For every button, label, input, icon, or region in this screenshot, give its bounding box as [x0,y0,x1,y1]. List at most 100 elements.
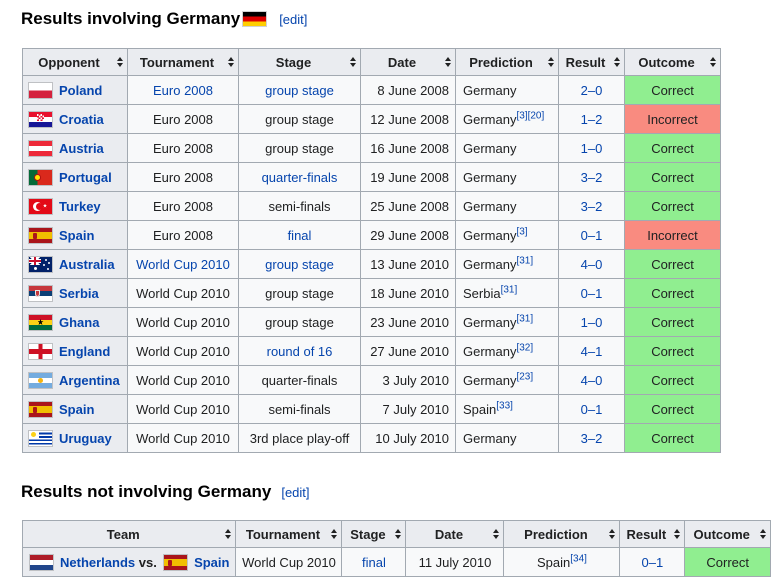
column-header-date[interactable]: Date [405,520,505,548]
footnote-link[interactable]: [3] [516,226,528,238]
result-link[interactable]: 3–2 [580,430,603,446]
result-link[interactable]: 0–1 [580,401,603,417]
opponent-link[interactable]: Ghana [59,314,100,330]
opponent-link[interactable]: Austria [59,140,104,156]
outcome-label: Correct [651,343,694,359]
prediction-cell: Germany[3][20] [455,104,559,134]
opponent-link[interactable]: Serbia [59,285,99,301]
stage-link[interactable]: quarter-finals [261,169,338,185]
footnote-link[interactable]: [31] [516,313,534,325]
footnote-link[interactable]: [33] [496,400,513,412]
column-header-stage[interactable]: Stage [238,48,361,76]
prediction-cell: Spain[33] [455,394,559,424]
edit-link-2[interactable]: [edit] [281,485,310,500]
column-header-outcome[interactable]: Outcome [684,520,772,548]
result-cell: 0–1 [558,220,625,250]
opponent-link[interactable]: Croatia [59,111,104,127]
table-row: Serbia World Cup 2010 group stage 18 June 2… [22,278,721,308]
opponent-link[interactable]: Poland [59,82,103,98]
tournament-text: World Cup 2010 [136,343,230,359]
column-label: Stage [350,526,386,542]
result-link[interactable]: 0–1 [641,554,664,570]
column-header-team[interactable]: Team [21,520,237,548]
footnote-link[interactable]: [32] [516,342,534,354]
column-label: Stage [275,54,312,70]
column-label: Date [387,54,417,70]
table-row: Australia World Cup 2010 group stage 13 Jun… [22,249,721,279]
opponent-cell: Austria [22,133,128,163]
stage-text: group stage [265,314,334,330]
outcome-label: Correct [651,256,694,272]
stage-link[interactable]: final [287,227,312,243]
result-link[interactable]: 2–0 [580,82,603,98]
germany-flag-icon [243,12,267,26]
result-link[interactable]: 0–1 [580,227,603,243]
outcome-cell: Correct [684,547,772,577]
column-header-tournament[interactable]: Tournament [235,520,343,548]
stage-link[interactable]: group stage [265,82,334,98]
date-text: 27 June 2010 [370,343,449,359]
result-link[interactable]: 1–2 [580,111,603,127]
stage-text: semi-finals [268,401,331,417]
column-header-result[interactable]: Result [558,48,625,76]
tournament-cell: World Cup 2010 [127,249,239,279]
column-header-prediction[interactable]: Prediction [503,520,621,548]
opponent-cell: Poland [22,75,128,105]
date-cell: 8 June 2008 [360,75,456,105]
opponent-link[interactable]: Uruguay [59,430,112,446]
outcome-cell: Incorrect [624,220,721,250]
footnote-link[interactable]: [31] [516,255,534,267]
team-link[interactable]: Spain [194,554,230,570]
opponent-link[interactable]: Argentina [59,372,120,388]
column-header-stage[interactable]: Stage [341,520,407,548]
column-header-result[interactable]: Result [619,520,686,548]
stage-link[interactable]: group stage [265,256,334,272]
opponent-link[interactable]: Turkey [59,198,101,214]
opponent-link[interactable]: Australia [59,256,115,272]
result-link[interactable]: 4–0 [580,256,603,272]
footnote-ref: [3] [516,110,527,121]
outcome-label: Correct [706,554,750,570]
footnote-link[interactable]: [20] [527,110,545,122]
result-link[interactable]: 4–1 [580,343,603,359]
sort-icon [117,57,123,67]
table-row: Poland Euro 2008 group stage 8 June 2008 Ger… [22,75,721,105]
opponent-link[interactable]: England [59,343,111,359]
opponent-link[interactable]: Spain [59,227,95,243]
date-text: 13 June 2010 [370,256,449,272]
column-header-opponent[interactable]: Opponent [22,48,128,76]
austria-flag-icon [29,140,52,156]
table-row: Austria Euro 2008 group stage 16 June 2008 G… [22,133,721,163]
result-link[interactable]: 3–2 [580,169,603,185]
result-link[interactable]: 1–0 [580,314,603,330]
footnote-link[interactable]: [34] [570,553,587,565]
column-label: Result [626,526,667,542]
result-cell: 1–2 [558,104,625,134]
stage-link[interactable]: final [362,554,386,570]
stage-link[interactable]: round of 16 [266,343,333,359]
column-header-prediction[interactable]: Prediction [455,48,559,76]
tournament-link[interactable]: World Cup 2010 [136,256,230,272]
tournament-link[interactable]: Euro 2008 [153,82,213,98]
column-header-date[interactable]: Date [360,48,456,76]
footnote-link[interactable]: [31] [500,284,518,296]
opponent-link[interactable]: Portugal [59,169,112,185]
opponent-link[interactable]: Spain [59,401,95,417]
stage-cell: group stage [238,249,361,279]
result-link[interactable]: 0–1 [580,285,603,301]
table-row: Spain Euro 2008 final 29 June 2008 Germany[3… [22,220,721,250]
opponent-cell: Portugal [22,162,128,192]
stage-cell: group stage [238,104,361,134]
result-link[interactable]: 3–2 [580,198,603,214]
opponent-cell: Spain [22,220,128,250]
result-link[interactable]: 4–0 [580,372,603,388]
footnote-link[interactable]: [23] [516,371,534,383]
result-link[interactable]: 1–0 [580,140,603,156]
footnote-link[interactable]: [3] [516,110,528,122]
outcome-label: Correct [651,169,694,185]
edit-link-1[interactable]: [edit] [279,12,308,27]
date-cell: 3 July 2010 [360,365,456,395]
column-header-tournament[interactable]: Tournament [127,48,239,76]
column-header-outcome[interactable]: Outcome [624,48,721,76]
team-link[interactable]: Netherlands [60,554,136,570]
